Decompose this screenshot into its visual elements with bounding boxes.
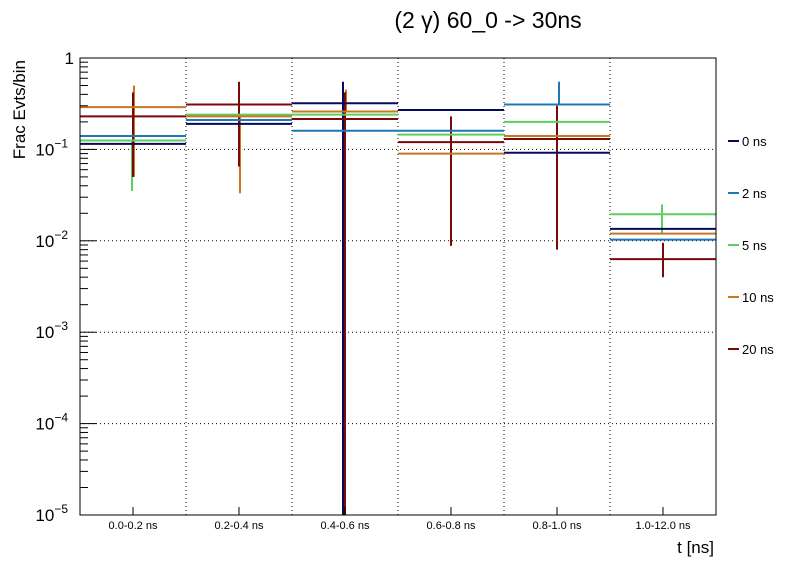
y-tick-label: 10−4: [35, 411, 68, 434]
y-tick-label: 10−2: [35, 228, 68, 251]
legend: 0 ns 2 ns 5 ns 10 ns 20 ns: [728, 134, 774, 357]
y-axis-label: Frac Evts/bin: [10, 60, 29, 159]
y-tick-exponent: −5: [54, 502, 68, 516]
x-tick-labels: 0.0-0.2 ns 0.2-0.4 ns 0.4-0.6 ns 0.6-0.8 ns…: [109, 520, 691, 532]
y-tick-label: 10−5: [35, 502, 68, 525]
legend-label: 10 ns: [742, 290, 774, 305]
y-tick-label: 10−3: [35, 319, 68, 342]
x-tick-label: 0.0-0.2 ns: [109, 520, 158, 532]
x-tick-label: 0.8-1.0 ns: [533, 520, 582, 532]
x-tick-label: 1.0-12.0 ns: [635, 520, 691, 532]
grid-lines: [80, 58, 716, 515]
legend-label: 2 ns: [742, 186, 767, 201]
x-tick-label: 0.2-0.4 ns: [215, 520, 264, 532]
legend-label: 0 ns: [742, 134, 767, 149]
y-tick-labels: 1 10−1 10−2 10−3 10−4 10−5: [35, 49, 74, 525]
y-tick-exponent: −1: [54, 136, 68, 150]
x-axis-label: t [ns]: [677, 538, 714, 557]
y-tick-label: 10−1: [35, 136, 68, 159]
y-tick-label: 1: [65, 49, 74, 68]
legend-label: 5 ns: [742, 238, 767, 253]
y-tick-exponent: −2: [54, 228, 68, 242]
y-tick-exponent: −3: [54, 319, 68, 333]
plot-frame: [79, 57, 717, 516]
series-steps: [80, 102, 716, 261]
x-tick-label: 0.4-0.6 ns: [321, 520, 370, 532]
chart-title: (2 γ) 60_0 -> 30ns: [394, 7, 581, 33]
x-tick-label: 0.6-0.8 ns: [427, 520, 476, 532]
axis-ticks: [80, 57, 664, 516]
y-tick-exponent: −4: [54, 411, 68, 425]
legend-label: 20 ns: [742, 342, 774, 357]
